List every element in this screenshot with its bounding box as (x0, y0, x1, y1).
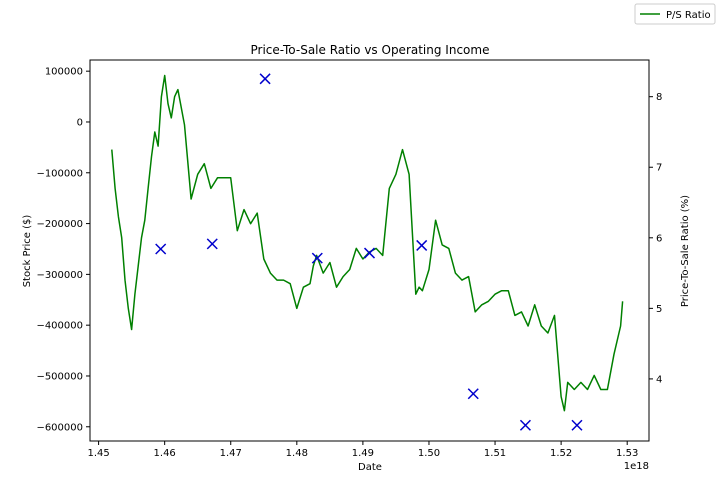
scatter-point (467, 388, 479, 400)
scatter-point (259, 73, 271, 85)
series-line-ps-ratio (111, 74, 624, 412)
y-right-tick-label: 7 (656, 163, 662, 174)
scatter-point-stroke (259, 73, 271, 85)
x-tick-label: 1.51 (484, 448, 506, 459)
legend-label: P/S Ratio (666, 10, 711, 21)
x-tick-label: 1.46 (154, 448, 176, 459)
y-right-tick-label: 8 (656, 92, 662, 103)
scatter-point-stroke (363, 247, 376, 259)
y-axis-right-label: Price-To-Sale Ratio (%) (680, 195, 691, 307)
scatter-point (571, 419, 583, 431)
scatter-point (363, 247, 376, 259)
x-tick-label: 1.50 (418, 448, 440, 459)
scatter-point (519, 419, 531, 431)
y-right-tick-label: 4 (656, 374, 662, 385)
axes: 1.45 1.46 1.47 1.48 1.49 1.50 1.51 1.52 1.53 1000… (36, 59, 662, 459)
x-tick-label: 1.52 (550, 448, 572, 459)
y-left-tick-label: −400000 (36, 321, 83, 332)
y-right-tick-label: 6 (656, 233, 662, 244)
scatter-point-stroke (311, 252, 323, 264)
x-tick-label: 1.48 (286, 448, 308, 459)
scatter-point-stroke (206, 238, 218, 250)
y-left-tick-label: −100000 (36, 168, 83, 179)
y-left-tick-label: 100000 (45, 67, 83, 78)
y-left-tick-label: −200000 (36, 219, 83, 230)
scatter-point-stroke (519, 419, 531, 431)
y-axis-left-label: Stock Price ($) (22, 215, 33, 288)
scatter-point-stroke (571, 419, 583, 431)
chart-title: Price-To-Sale Ratio vs Operating Income (251, 43, 490, 57)
x-tick-label: 1.53 (616, 448, 638, 459)
legend-box (634, 3, 716, 25)
scatter-point-stroke (416, 239, 428, 251)
plot-area (111, 73, 624, 431)
scatter-point-stroke (155, 243, 167, 255)
x-tick-label: 1.49 (352, 448, 374, 459)
legend: P/S Ratio (634, 3, 716, 25)
y-left-tick-label: −300000 (36, 270, 83, 281)
y-left-tick-label: 0 (77, 117, 83, 128)
y-left-tick-label: −600000 (36, 422, 83, 433)
scatter-point (311, 252, 323, 264)
scatter-point (206, 238, 218, 250)
x-axis-offset-label: 1e18 (624, 461, 649, 472)
y-right-tick-label: 5 (656, 304, 662, 315)
scatter-point (155, 243, 167, 255)
scatter-point (416, 239, 428, 251)
x-axis-label: Date (358, 462, 382, 473)
x-tick-label: 1.47 (220, 448, 242, 459)
x-tick-label: 1.45 (87, 448, 109, 459)
plot-frame (89, 59, 650, 442)
scatter-point-stroke (467, 388, 479, 400)
y-left-tick-label: −500000 (36, 371, 83, 382)
